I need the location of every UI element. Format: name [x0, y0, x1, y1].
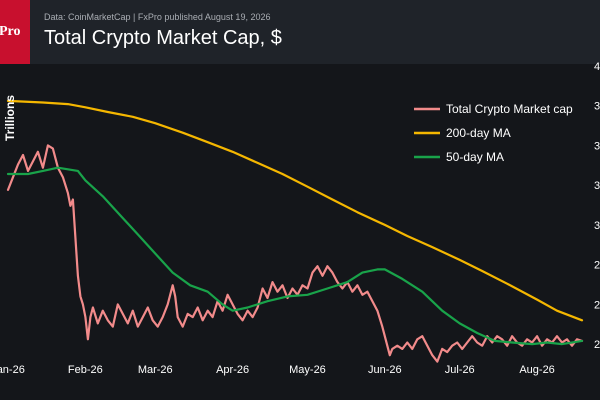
y-tick-label: 3.75: [594, 101, 600, 113]
y-tick-label: 2.25: [594, 339, 600, 351]
legend-label-1: 200-day MA: [446, 126, 511, 140]
y-tick-label: 2.75: [594, 260, 600, 272]
x-tick-label: May-26: [289, 364, 326, 376]
x-tick-label: Jul-26: [445, 364, 475, 376]
x-tick-label: Aug-26: [519, 364, 554, 376]
chart-source: Data: CoinMarketCap | FxPro published Au…: [44, 12, 271, 22]
chart-header: Pro Data: CoinMarketCap | FxPro publishe…: [0, 0, 600, 64]
series-line-2: [6, 166, 584, 346]
y-tick-label: 3.5: [594, 140, 600, 152]
x-tick-label: Apr-26: [216, 364, 249, 376]
x-tick-label: Mar-26: [138, 364, 173, 376]
fxpro-logo: Pro: [0, 0, 30, 64]
series-line-1: [6, 99, 584, 322]
y-tick-label: 3.25: [594, 180, 600, 192]
legend-label-2: 50-day MA: [446, 150, 504, 164]
x-tick-label: Jan-26: [0, 364, 25, 376]
chart-title: Total Crypto Market Cap, $: [44, 27, 282, 49]
y-tick-label: 2.5: [594, 299, 600, 311]
series-line-0: [6, 144, 584, 363]
plot-area: [0, 64, 600, 400]
x-tick-label: Jun-26: [368, 364, 402, 376]
y-tick-label: 3: [594, 220, 600, 232]
y-axis-label: Trillions: [3, 95, 17, 141]
x-tick-label: Feb-26: [68, 364, 103, 376]
y-tick-label: 4: [594, 61, 600, 73]
legend-label-0: Total Crypto Market cap: [446, 102, 573, 116]
